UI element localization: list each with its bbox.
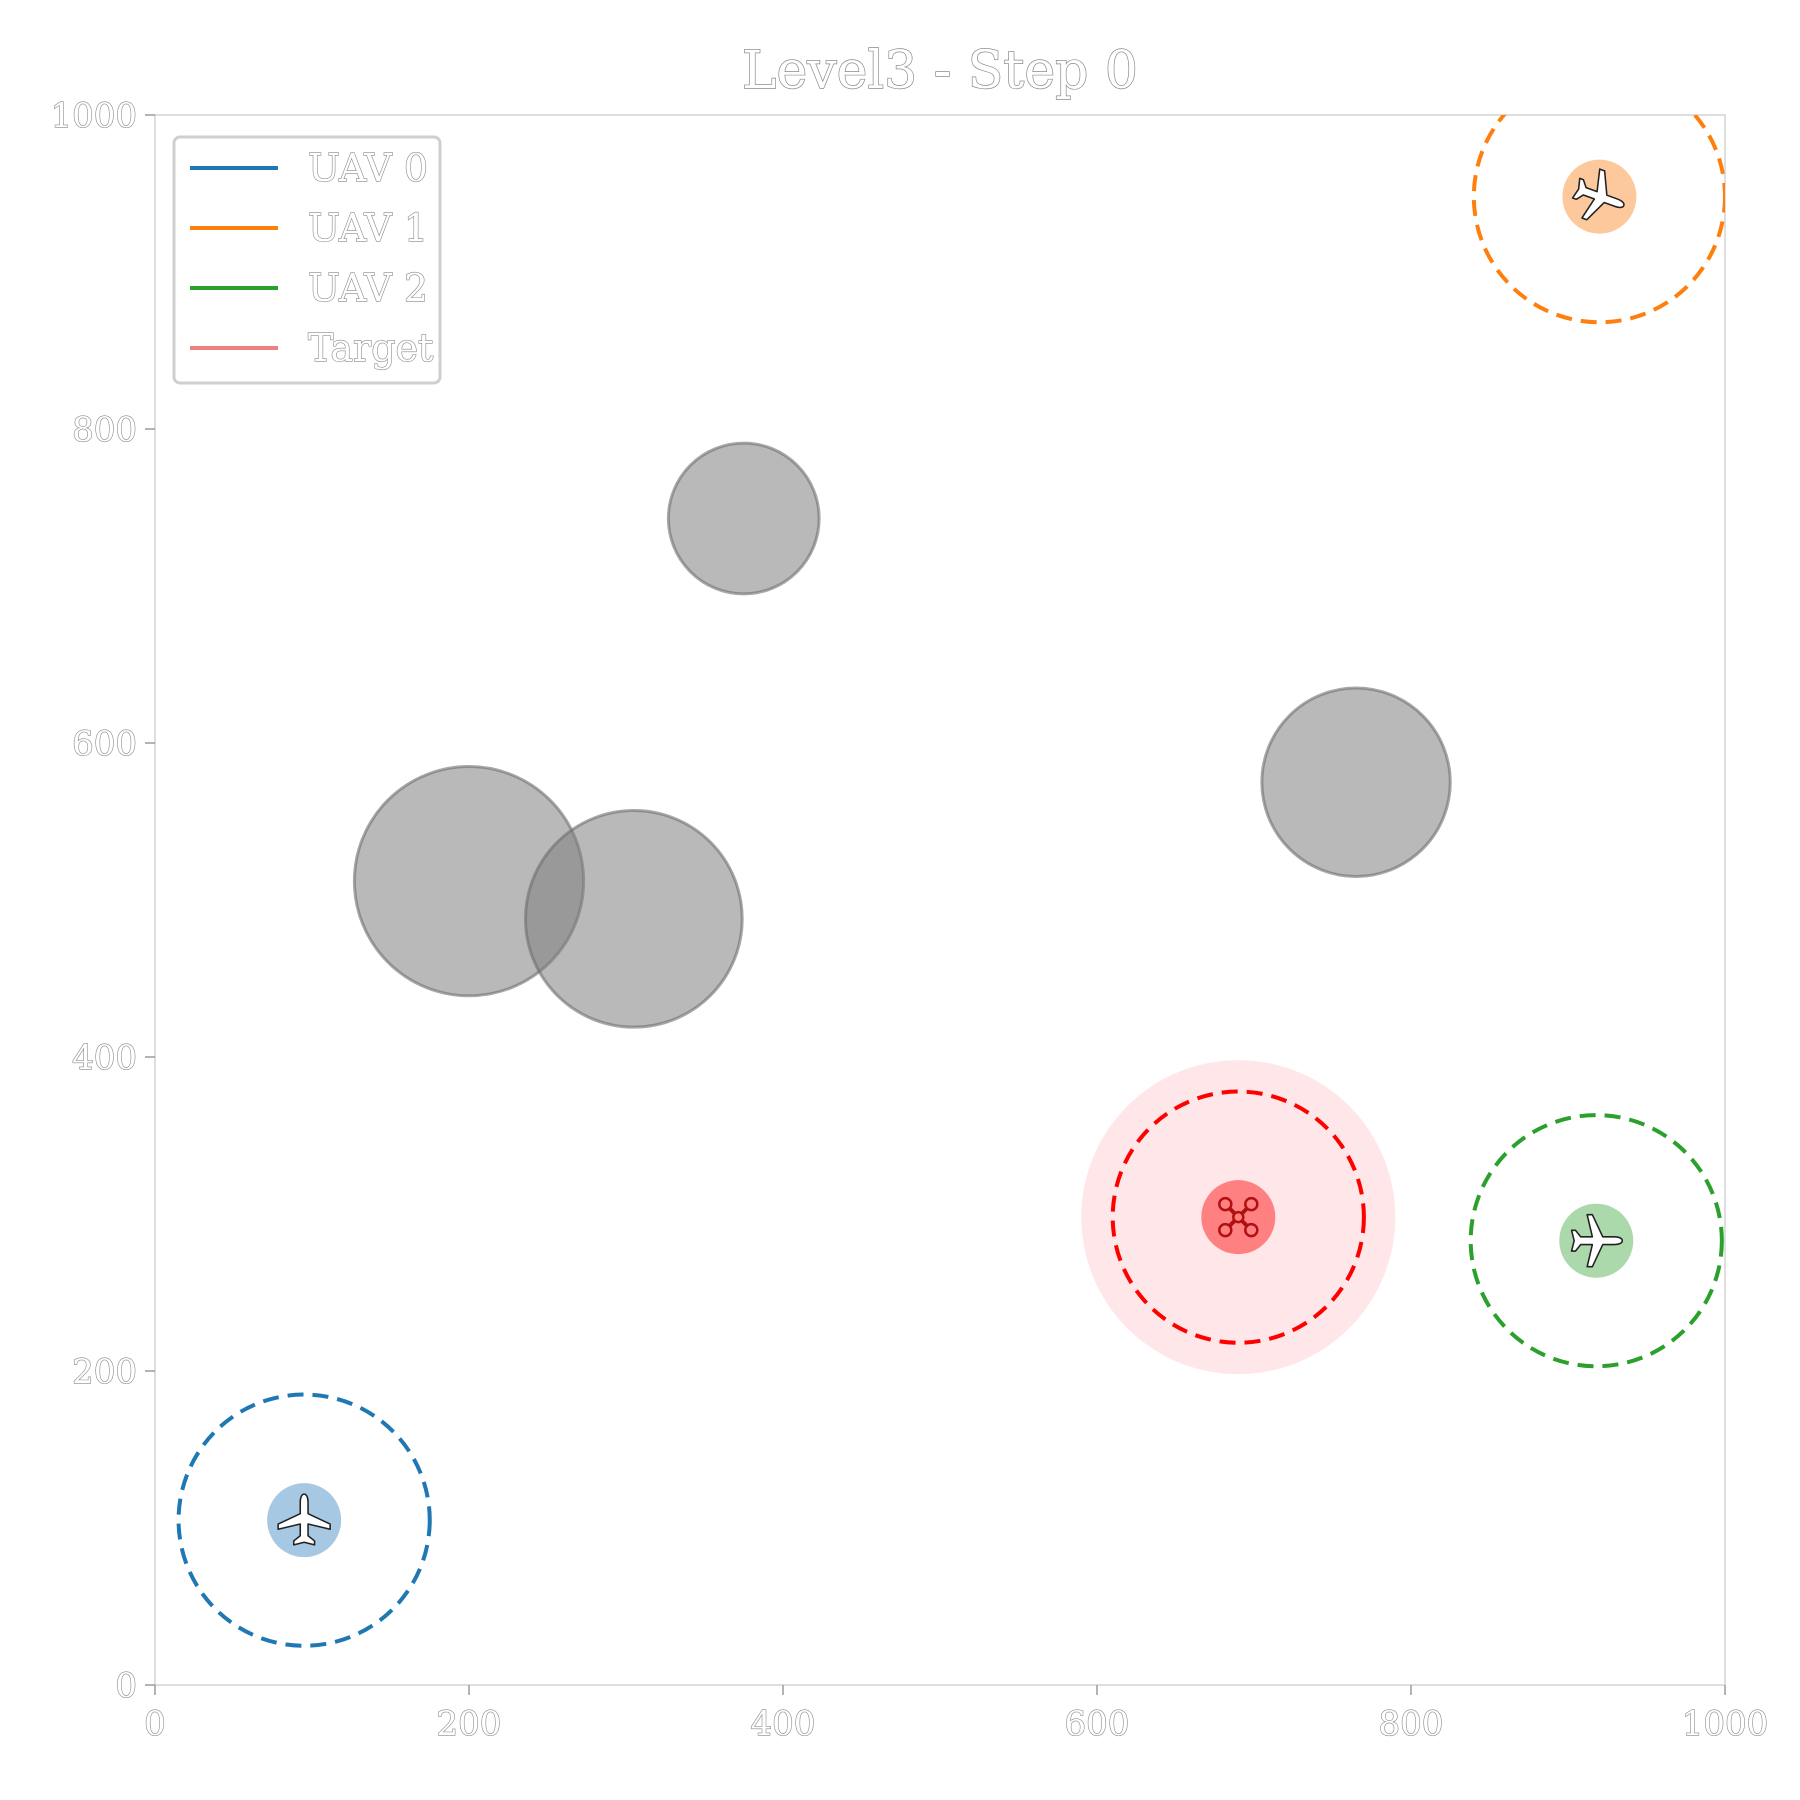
- uav-sensing-ring: [176, 1392, 432, 1648]
- chart-title: Level3 - Step 0: [742, 41, 1138, 101]
- legend-label: UAV 1: [308, 206, 428, 250]
- y-tick-label: 400: [72, 1038, 137, 1078]
- airplane-icon: [1571, 168, 1625, 221]
- plot-content: [176, 115, 1725, 1648]
- y-tick-label: 800: [72, 410, 137, 450]
- x-tick-label: 800: [1379, 1704, 1444, 1744]
- x-tick-label: 400: [751, 1704, 816, 1744]
- x-tick-label: 1000: [1682, 1704, 1769, 1744]
- obstacle: [666, 441, 821, 596]
- legend-label: Target: [308, 326, 433, 370]
- legend-label: UAV 2: [308, 266, 428, 310]
- drone-icon: [1218, 1196, 1259, 1238]
- target-ring: [1110, 1089, 1366, 1345]
- obstacle: [524, 809, 744, 1029]
- x-axis: 0 200 400 600 800 1000: [144, 1685, 1769, 1745]
- obstacle: [1260, 686, 1452, 878]
- y-tick-label: 600: [72, 724, 137, 764]
- y-tick-label: 1000: [50, 96, 137, 136]
- x-tick-label: 0: [144, 1704, 166, 1744]
- legend: UAV 0 UAV 1 UAV 2 Target: [172, 135, 442, 385]
- y-tick-label: 200: [72, 1352, 137, 1392]
- x-tick-label: 600: [1065, 1704, 1130, 1744]
- legend-box: [172, 135, 442, 385]
- airplane-icon: [277, 1493, 331, 1546]
- uav-sensing-ring: [1468, 1113, 1724, 1369]
- legend-label: UAV 0: [308, 146, 428, 190]
- x-tick-label: 200: [437, 1704, 502, 1744]
- y-tick-label: 0: [115, 1666, 137, 1706]
- y-axis: 0 200 400 600 800 1000: [50, 95, 155, 1707]
- airplane-icon: [1570, 1213, 1624, 1268]
